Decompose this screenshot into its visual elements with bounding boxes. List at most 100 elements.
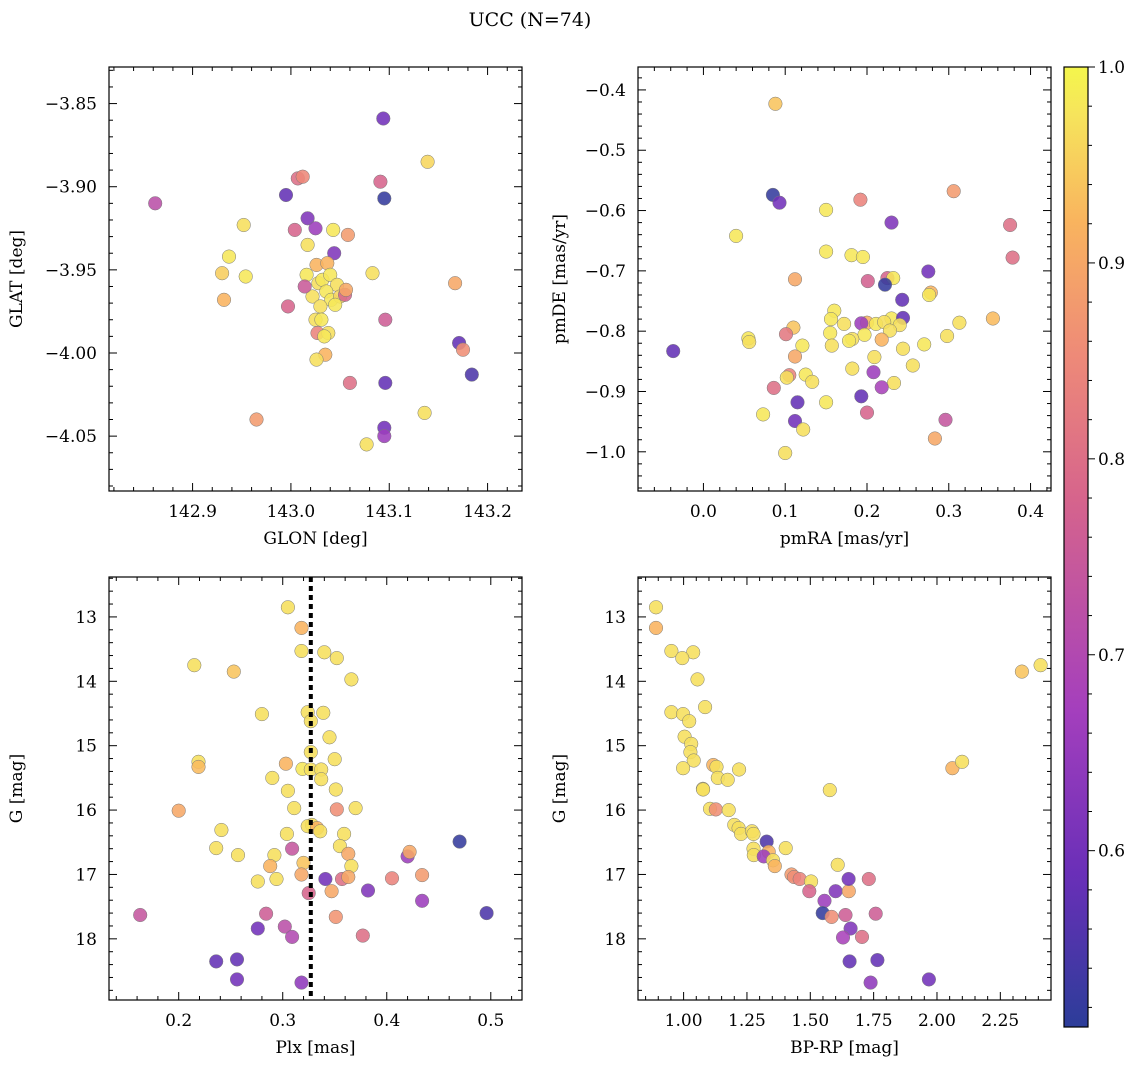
- data-point: [269, 871, 284, 887]
- data-point: [822, 783, 837, 798]
- data-point: [479, 906, 494, 921]
- data-point: [259, 906, 274, 921]
- y-tick-label: −1.0: [585, 443, 626, 463]
- y-tick-label: 16: [604, 801, 626, 821]
- data-point: [376, 111, 391, 126]
- y-tick-label: 14: [604, 672, 626, 692]
- data-point: [420, 154, 435, 169]
- x-tick-label: 1.50: [791, 1011, 829, 1031]
- x-axis-label: GLON [deg]: [263, 529, 367, 549]
- data-point: [666, 344, 681, 359]
- data-point: [294, 867, 309, 882]
- data-point: [323, 267, 338, 282]
- data-point: [342, 375, 357, 390]
- data-point: [1005, 250, 1020, 265]
- data-point: [648, 620, 664, 635]
- x-axis-label: Plx [mas]: [275, 1038, 355, 1058]
- data-point: [823, 325, 838, 341]
- data-point: [905, 358, 920, 373]
- y-tick-label: 13: [75, 608, 97, 628]
- data-point: [328, 909, 343, 924]
- data-point: [324, 884, 339, 899]
- data-point: [236, 217, 251, 233]
- x-tick-label: 143.0: [267, 502, 316, 522]
- x-tick-label: 0.4: [1017, 502, 1044, 522]
- data-point: [327, 752, 342, 767]
- data-point: [787, 272, 803, 287]
- y-tick-label: 15: [75, 737, 97, 757]
- data-point: [938, 412, 953, 427]
- data-point: [842, 954, 857, 969]
- data-point: [287, 222, 302, 237]
- data-point: [299, 267, 314, 282]
- data-point: [1014, 664, 1029, 679]
- colorbar-tick-label: 0.8: [1098, 450, 1125, 470]
- data-point: [359, 437, 374, 452]
- y-tick-label: −3.90: [45, 178, 97, 198]
- data-point: [690, 672, 705, 687]
- panel-pmra-pmde: 0.0 0.1 0.2 0.3 0.4 −0.4 −0.5 −0.6 −0.7 −0.8 −0.9 −…: [550, 66, 1052, 549]
- data-point: [377, 191, 392, 206]
- x-tick-label: 143.2: [463, 502, 512, 522]
- x-tick-label: 0.5: [477, 1011, 504, 1031]
- x-axis-label: BP-RP [mag]: [790, 1038, 899, 1058]
- y-tick-label: 14: [75, 672, 97, 692]
- data-point: [886, 375, 902, 391]
- data-point: [238, 269, 253, 284]
- data-point: [340, 227, 355, 242]
- data-point: [787, 349, 803, 364]
- data-point: [148, 196, 163, 211]
- data-point: [766, 380, 781, 395]
- data-point: [746, 826, 761, 841]
- data-point: [772, 195, 787, 210]
- data-point: [278, 756, 293, 771]
- data-point: [824, 338, 839, 353]
- data-point: [824, 909, 839, 924]
- data-point: [285, 841, 300, 856]
- panel-plx-g: 0.2 0.3 0.4 0.5 13 14 15 16 17 18 Plx [mas] G [mag]: [7, 576, 523, 1058]
- data-point: [317, 645, 332, 660]
- axes-frame: [637, 66, 1052, 492]
- data-point: [322, 730, 337, 745]
- data-point: [327, 246, 342, 261]
- y-tick-label: −0.7: [585, 262, 626, 282]
- data-point: [328, 782, 343, 797]
- colorbar-tick-label: 1.0: [1098, 58, 1125, 78]
- data-point: [229, 952, 245, 967]
- data-point: [676, 761, 691, 776]
- data-point: [341, 869, 356, 885]
- data-point: [698, 700, 713, 715]
- data-point: [841, 333, 857, 348]
- data-point: [280, 299, 296, 314]
- y-axis-label: G [mag]: [550, 754, 570, 823]
- data-point: [675, 651, 690, 666]
- data-point: [921, 972, 936, 987]
- y-axis-label: GLAT [deg]: [7, 230, 27, 328]
- data-point: [940, 328, 955, 344]
- data-point: [841, 871, 856, 887]
- data-point: [221, 249, 237, 264]
- data-point: [402, 844, 417, 859]
- data-point: [287, 801, 302, 816]
- data-point: [946, 184, 961, 199]
- data-point: [778, 445, 793, 461]
- data-point: [415, 893, 430, 908]
- data-point: [922, 287, 937, 303]
- data-point: [828, 884, 843, 899]
- y-tick-label: 17: [75, 865, 97, 885]
- data-point: [857, 327, 872, 342]
- data-point: [314, 312, 329, 327]
- data-point: [384, 871, 400, 886]
- x-tick-label: 2.00: [918, 1011, 956, 1031]
- data-point: [729, 228, 744, 243]
- data-point: [838, 907, 853, 923]
- data-point: [721, 803, 736, 818]
- data-point: [882, 323, 897, 338]
- x-tick-label: 1.75: [855, 1011, 893, 1031]
- data-point: [191, 759, 206, 774]
- y-tick-label: −0.6: [585, 202, 626, 222]
- data-point: [215, 266, 230, 281]
- data-point: [229, 972, 245, 987]
- x-tick-label: 0.1: [772, 502, 799, 522]
